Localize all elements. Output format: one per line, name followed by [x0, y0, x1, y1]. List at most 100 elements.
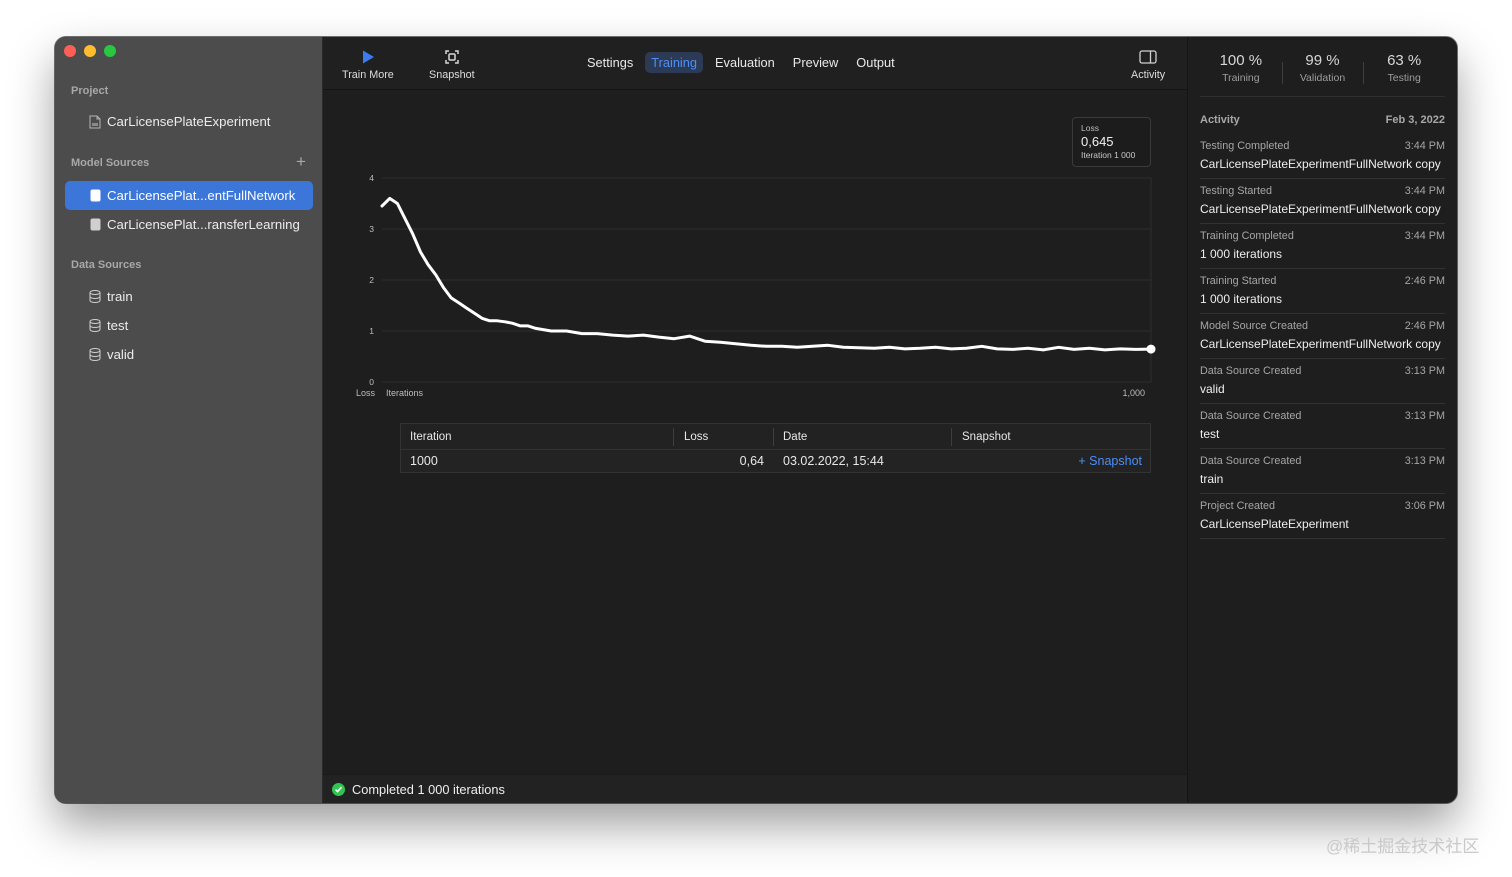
add-model-source-button[interactable]: + [296, 152, 306, 171]
stat-testing: 63 % Testing [1363, 52, 1445, 92]
activity-item-description: CarLicensePlateExperimentFullNetwork cop… [1200, 202, 1441, 216]
stat-label: Validation [1299, 72, 1346, 84]
database-icon [89, 290, 101, 304]
activity-item-time: 3:13 PM [1404, 410, 1445, 422]
activity-item[interactable]: Model Source Created 2:46 PM CarLicensePla… [1200, 314, 1445, 359]
add-snapshot-link[interactable]: + Snapshot [1078, 454, 1142, 468]
activity-item-title: Testing Completed [1200, 140, 1290, 152]
y-tick-label: 3 [369, 224, 374, 234]
divider [1200, 96, 1445, 97]
stat-validation: 99 % Validation [1281, 52, 1364, 92]
project-section-header: Project [71, 85, 109, 97]
model-source-item[interactable]: CarLicensePlat...ransferLearning [65, 210, 313, 239]
activity-item-header: Project Created 3:06 PM [1200, 500, 1445, 512]
data-source-label: valid [107, 347, 135, 362]
loss-chart-svg: 0 1 2 3 4 Loss Iterations 1,000 [356, 173, 1156, 398]
toolbar: Train More Snapshot Settings Training Ev… [323, 37, 1187, 90]
activity-label: Activity [1131, 69, 1166, 81]
train-more-label: Train More [342, 69, 394, 81]
activity-item-description: train [1200, 472, 1224, 486]
table-row[interactable]: 1000 0,64 03.02.2022, 15:44 + Snapshot [401, 450, 1150, 472]
minimize-window-button[interactable] [84, 45, 96, 57]
activity-item-header: Data Source Created 3:13 PM [1200, 410, 1445, 422]
tab-preview[interactable]: Preview [792, 55, 839, 70]
column-header-snapshot[interactable]: Snapshot [962, 430, 1011, 443]
activity-item-description: 1 000 iterations [1200, 247, 1283, 261]
y-tick-label: 0 [369, 377, 374, 387]
activity-item-time: 2:46 PM [1404, 275, 1445, 287]
activity-item-time: 3:13 PM [1404, 455, 1445, 467]
tab-output[interactable]: Output [856, 55, 895, 70]
activity-item-title: Training Started [1200, 275, 1277, 287]
data-source-item-valid[interactable]: valid [65, 340, 313, 369]
activity-title: Activity [1200, 114, 1240, 126]
y-tick-label: 1 [369, 326, 374, 336]
loss-series-line [380, 196, 1153, 352]
activity-button[interactable]: Activity [1131, 49, 1165, 81]
watermark: @稀土掘金技术社区 [1326, 837, 1480, 856]
activity-item[interactable]: Training Started 2:46 PM 1 000 iterations [1200, 269, 1445, 314]
data-sources-header: Data Sources [71, 259, 142, 271]
column-header-iteration[interactable]: Iteration [410, 430, 452, 443]
status-text: Completed 1 000 iterations [352, 781, 505, 797]
model-source-label: CarLicensePlat...ransferLearning [107, 217, 300, 232]
activity-item-title: Data Source Created [1200, 455, 1302, 467]
loss-chart: 0 1 2 3 4 Loss Iterations 1,000 [323, 91, 1187, 421]
tab-training[interactable]: Training [645, 52, 704, 73]
window-controls [64, 45, 116, 57]
close-window-button[interactable] [64, 45, 76, 57]
stat-value: 100 % [1219, 52, 1263, 69]
checkmark-icon [332, 782, 345, 796]
x-tick-label: 1,000 [1122, 388, 1145, 398]
stat-label: Testing [1387, 72, 1421, 84]
activity-panel: 100 % Training 99 % Validation 63 % Test… [1187, 37, 1457, 803]
tooltip-iteration: Iteration 1 000 [1081, 150, 1136, 160]
activity-item-description: valid [1200, 382, 1225, 396]
activity-item-title: Data Source Created [1200, 410, 1302, 422]
activity-item-time: 3:44 PM [1404, 140, 1445, 152]
activity-item-title: Project Created [1200, 500, 1276, 512]
activity-item[interactable]: Project Created 3:06 PM CarLicensePlateExp… [1200, 494, 1445, 539]
activity-item[interactable]: Data Source Created 3:13 PM train [1200, 449, 1445, 494]
project-item[interactable]: CarLicensePlateExperiment [65, 107, 313, 136]
activity-item-description: 1 000 iterations [1200, 292, 1283, 306]
train-more-button[interactable]: Train More [342, 49, 394, 81]
activity-item[interactable]: Training Completed 3:44 PM 1 000 iteration… [1200, 224, 1445, 269]
data-source-item-test[interactable]: test [65, 311, 313, 340]
tab-settings[interactable]: Settings [587, 55, 634, 70]
tooltip-value: 0,645 [1081, 134, 1114, 149]
model-sources-header: Model Sources [71, 157, 150, 169]
activity-item-time: 3:06 PM [1404, 500, 1445, 512]
tab-evaluation[interactable]: Evaluation [715, 55, 775, 70]
activity-item-description: CarLicensePlateExperiment [1200, 517, 1349, 531]
data-source-item-train[interactable]: train [65, 282, 313, 311]
zoom-window-button[interactable] [104, 45, 116, 57]
snapshot-icon [445, 50, 459, 64]
model-file-icon [89, 218, 101, 232]
activity-item[interactable]: Data Source Created 3:13 PM test [1200, 404, 1445, 449]
stat-training: 100 % Training [1200, 52, 1282, 92]
sidebar: Project CarLicensePlateExperiment Model … [55, 37, 323, 803]
tab-bar: Settings Training Evaluation Preview Out… [581, 52, 901, 73]
sidebar-toggle-icon [1139, 50, 1157, 64]
data-source-label: train [107, 289, 133, 304]
model-source-label: CarLicensePlat...entFullNetwork [107, 188, 296, 203]
column-header-date[interactable]: Date [783, 430, 808, 443]
activity-item-header: Testing Started 3:44 PM [1200, 185, 1445, 197]
model-source-item[interactable]: CarLicensePlat...entFullNetwork [65, 181, 313, 210]
activity-item[interactable]: Testing Completed 3:44 PM CarLicensePlateE… [1200, 134, 1445, 179]
main-content: Train More Snapshot Settings Training Ev… [323, 37, 1187, 803]
activity-date: Feb 3, 2022 [1385, 114, 1445, 126]
model-file-icon [89, 189, 101, 203]
activity-item[interactable]: Testing Started 3:44 PM CarLicensePlateExp… [1200, 179, 1445, 224]
data-source-label: test [107, 318, 129, 333]
stat-label: Training [1222, 72, 1260, 84]
activity-item-title: Data Source Created [1200, 365, 1302, 377]
snapshot-label: Snapshot [429, 69, 475, 81]
activity-item-title: Testing Started [1200, 185, 1273, 197]
accuracy-stats: 100 % Training 99 % Validation 63 % Test… [1200, 52, 1445, 92]
column-header-loss[interactable]: Loss [684, 430, 709, 443]
cell-date: 03.02.2022, 15:44 [783, 454, 884, 468]
activity-item[interactable]: Data Source Created 3:13 PM valid [1200, 359, 1445, 404]
snapshot-button[interactable]: Snapshot [429, 49, 475, 81]
